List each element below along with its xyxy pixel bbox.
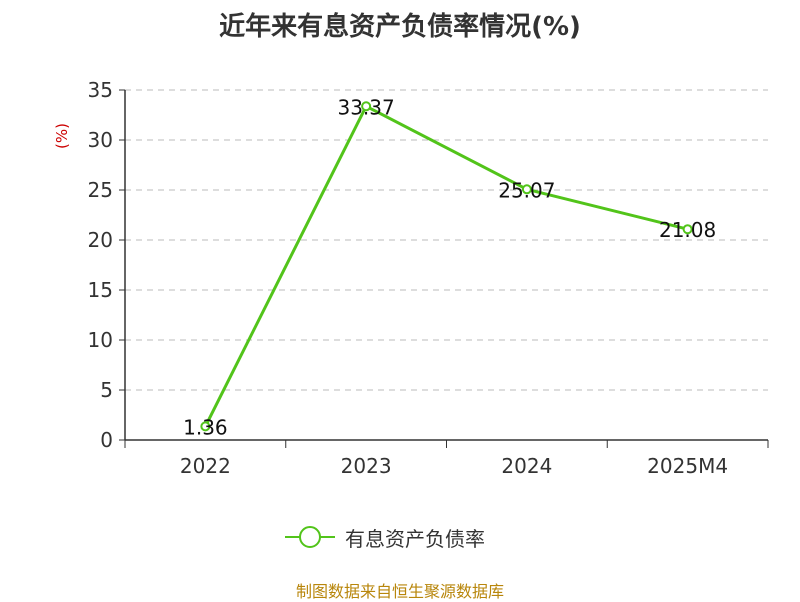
y-tick-label: 15 (88, 278, 113, 302)
x-tick-label: 2024 (501, 454, 552, 478)
series-layer: 1.36 33.37 25.07 21.08 (183, 95, 716, 439)
series-line (204, 104, 688, 428)
x-tick-label: 2023 (341, 454, 392, 478)
data-label: 33.37 (337, 95, 394, 119)
data-point (521, 184, 532, 195)
y-tick-label: 30 (88, 128, 113, 152)
chart-title: 近年来有息资产负债率情况(%) (219, 12, 581, 42)
legend-marker-icon (285, 526, 335, 548)
y-tick-label: 35 (88, 78, 113, 102)
data-label: 25.07 (498, 178, 555, 202)
y-tick-labels: 0 5 10 15 20 25 30 35 (88, 78, 113, 452)
axes (119, 89, 769, 448)
source-note: 制图数据来自恒生聚源数据库 (295, 582, 504, 601)
legend-label: 有息资产负债率 (345, 526, 485, 551)
y-tick-label: 0 (100, 428, 113, 452)
legend[interactable]: 有息资产负债率 (285, 522, 485, 552)
grid-lines (125, 89, 768, 391)
x-tick-labels: 2022 2023 2024 2025M4 (180, 454, 728, 478)
data-label: 1.36 (183, 415, 228, 439)
data-point (200, 421, 211, 432)
data-point (682, 224, 693, 235)
data-point (361, 101, 372, 112)
y-tick-label: 20 (88, 228, 113, 252)
x-tick-label: 2025M4 (647, 454, 728, 478)
data-label: 21.08 (659, 218, 716, 242)
x-tick-label: 2022 (180, 454, 231, 478)
y-tick-label: 5 (100, 378, 113, 402)
y-tick-label: 25 (88, 178, 113, 202)
y-tick-label: 10 (88, 328, 113, 352)
